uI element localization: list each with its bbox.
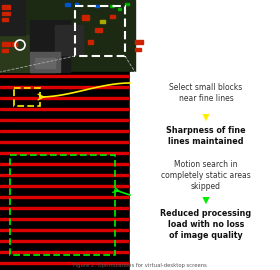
Bar: [0, 75, 128, 77]
Bar: [0, 174, 128, 176]
Text: Select small blocks
near fine lines: Select small blocks near fine lines: [169, 83, 243, 103]
Bar: [0, 251, 128, 253]
Bar: [95, 5, 99, 7]
Text: Figure 2: Optimizations for virtual-desktop screens: Figure 2: Optimizations for virtual-desk…: [73, 263, 207, 268]
Bar: [2, 5, 10, 9]
Bar: [55, 25, 83, 55]
Bar: [14, 88, 40, 106]
Text: Motion search in
completely static areas
skipped: Motion search in completely static areas…: [161, 160, 251, 191]
Bar: [35, 58, 55, 68]
Bar: [30, 52, 60, 72]
Bar: [0, 141, 128, 143]
Bar: [88, 40, 93, 44]
Bar: [0, 86, 128, 88]
Bar: [0, 152, 128, 154]
Bar: [118, 8, 121, 10]
Bar: [0, 119, 128, 121]
Bar: [0, 262, 128, 264]
Bar: [2, 49, 8, 52]
Bar: [30, 20, 70, 72]
Bar: [10, 155, 115, 255]
Bar: [0, 240, 128, 242]
Bar: [0, 35, 55, 72]
Bar: [125, 3, 129, 5]
Bar: [0, 130, 128, 132]
Bar: [0, 0, 25, 35]
Bar: [0, 72, 135, 270]
Bar: [0, 207, 128, 209]
Bar: [110, 5, 114, 7]
Bar: [82, 15, 89, 20]
Bar: [2, 12, 10, 15]
Bar: [75, 3, 78, 5]
Bar: [135, 48, 141, 51]
Text: Sharpness of fine
lines maintained: Sharpness of fine lines maintained: [166, 126, 246, 146]
Bar: [12, 42, 17, 46]
Bar: [2, 42, 10, 46]
Bar: [135, 40, 143, 44]
Bar: [65, 3, 70, 6]
Bar: [2, 18, 8, 21]
Bar: [0, 196, 128, 198]
Bar: [110, 15, 115, 18]
Bar: [75, 6, 125, 56]
Bar: [0, 163, 128, 165]
Bar: [0, 97, 128, 99]
Bar: [0, 108, 128, 110]
Bar: [100, 20, 105, 23]
Bar: [95, 28, 102, 32]
Bar: [130, 72, 280, 270]
Text: Reduced processing
load with no loss
of image quality: Reduced processing load with no loss of …: [160, 209, 251, 240]
Bar: [0, 0, 135, 72]
Bar: [0, 218, 128, 220]
Bar: [0, 185, 128, 187]
Bar: [0, 229, 128, 231]
